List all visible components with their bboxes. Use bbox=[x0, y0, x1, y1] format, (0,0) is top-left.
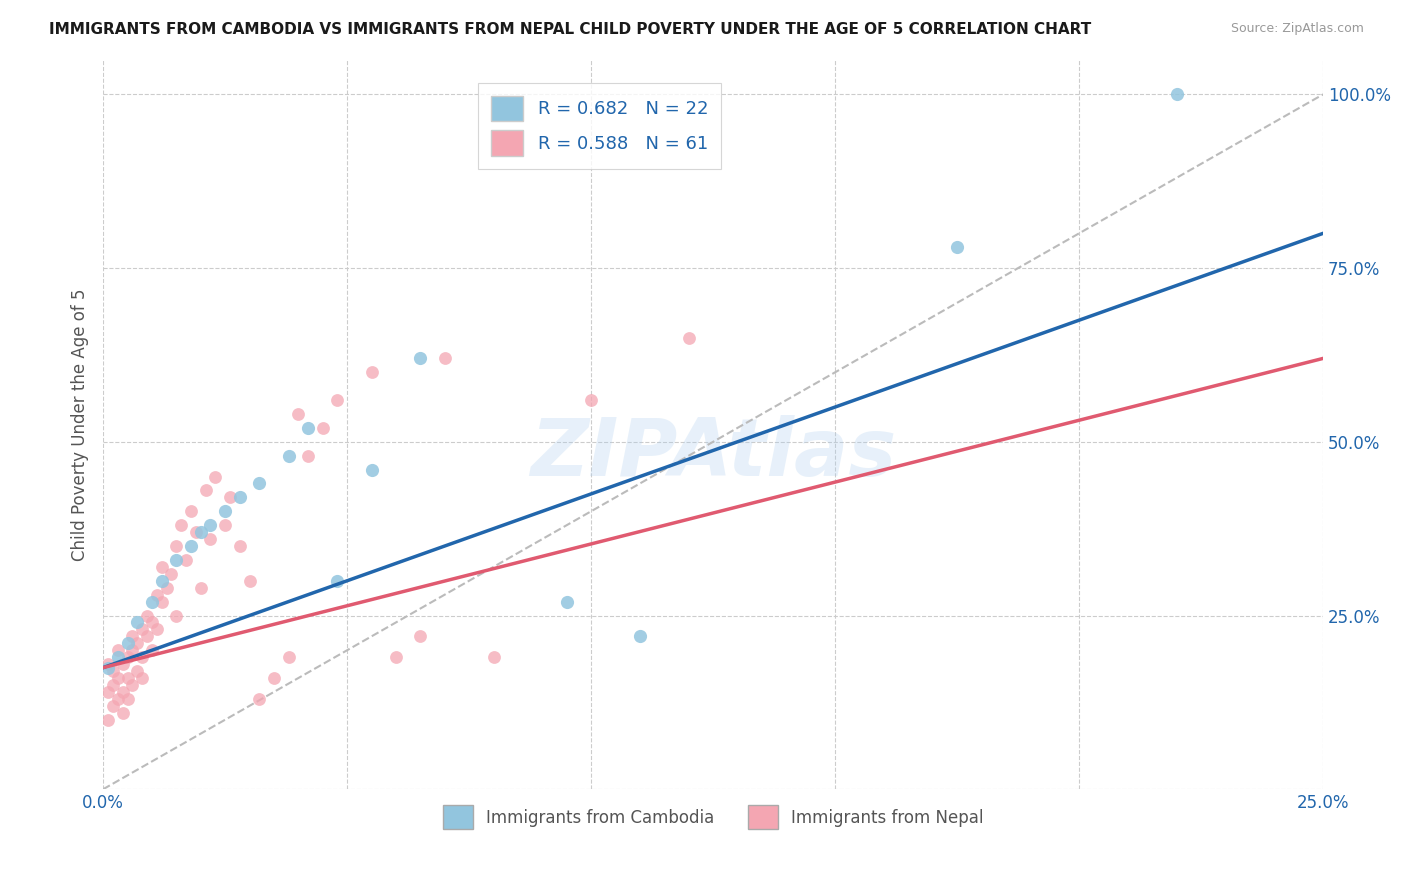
Text: IMMIGRANTS FROM CAMBODIA VS IMMIGRANTS FROM NEPAL CHILD POVERTY UNDER THE AGE OF: IMMIGRANTS FROM CAMBODIA VS IMMIGRANTS F… bbox=[49, 22, 1091, 37]
Point bbox=[155, 581, 177, 595]
Point bbox=[219, 491, 242, 505]
Point bbox=[165, 608, 187, 623]
Point bbox=[555, 594, 578, 608]
Point bbox=[287, 407, 309, 421]
Point bbox=[131, 650, 153, 665]
Point bbox=[238, 574, 260, 588]
Point bbox=[180, 504, 202, 518]
Point bbox=[200, 518, 222, 533]
Point bbox=[150, 559, 173, 574]
Point bbox=[117, 671, 139, 685]
Point bbox=[150, 594, 173, 608]
Point bbox=[277, 650, 299, 665]
Point bbox=[184, 525, 207, 540]
Point bbox=[263, 671, 285, 685]
Point bbox=[229, 491, 252, 505]
Point bbox=[312, 421, 335, 435]
Point bbox=[121, 678, 143, 692]
Point bbox=[121, 629, 143, 643]
Point bbox=[141, 643, 163, 657]
Text: Source: ZipAtlas.com: Source: ZipAtlas.com bbox=[1230, 22, 1364, 36]
Y-axis label: Child Poverty Under the Age of 5: Child Poverty Under the Age of 5 bbox=[72, 288, 89, 561]
Point bbox=[180, 539, 202, 553]
Point bbox=[107, 643, 129, 657]
Point bbox=[101, 678, 124, 692]
Point bbox=[1166, 87, 1188, 102]
Point bbox=[127, 636, 149, 650]
Point bbox=[146, 588, 169, 602]
Point bbox=[170, 518, 193, 533]
Point bbox=[136, 629, 159, 643]
Point bbox=[117, 636, 139, 650]
Point bbox=[117, 650, 139, 665]
Point bbox=[326, 574, 349, 588]
Point bbox=[97, 657, 120, 672]
Point bbox=[111, 706, 134, 720]
Point bbox=[433, 351, 456, 366]
Point bbox=[107, 671, 129, 685]
Point bbox=[174, 553, 197, 567]
Point bbox=[107, 650, 129, 665]
Point bbox=[141, 594, 163, 608]
Point bbox=[297, 449, 319, 463]
Point bbox=[482, 650, 505, 665]
Point bbox=[127, 615, 149, 630]
Point bbox=[97, 660, 120, 674]
Point bbox=[111, 657, 134, 672]
Point bbox=[194, 483, 217, 498]
Point bbox=[165, 553, 187, 567]
Point bbox=[117, 692, 139, 706]
Point bbox=[121, 643, 143, 657]
Point bbox=[409, 351, 432, 366]
Point bbox=[628, 629, 651, 643]
Point bbox=[150, 574, 173, 588]
Point bbox=[360, 462, 382, 476]
Point bbox=[127, 664, 149, 678]
Point bbox=[214, 518, 236, 533]
Point bbox=[247, 476, 270, 491]
Point bbox=[160, 566, 183, 581]
Point bbox=[131, 623, 153, 637]
Point bbox=[165, 539, 187, 553]
Point bbox=[204, 469, 226, 483]
Point bbox=[107, 692, 129, 706]
Point bbox=[146, 623, 169, 637]
Point bbox=[946, 240, 969, 254]
Point bbox=[579, 393, 602, 408]
Point bbox=[247, 692, 270, 706]
Point bbox=[141, 615, 163, 630]
Point bbox=[190, 581, 212, 595]
Point bbox=[229, 539, 252, 553]
Text: ZIPAtlas: ZIPAtlas bbox=[530, 415, 896, 492]
Legend: Immigrants from Cambodia, Immigrants from Nepal: Immigrants from Cambodia, Immigrants fro… bbox=[436, 798, 990, 836]
Point bbox=[97, 685, 120, 699]
Point bbox=[297, 421, 319, 435]
Point bbox=[131, 671, 153, 685]
Point bbox=[101, 664, 124, 678]
Point bbox=[111, 685, 134, 699]
Point bbox=[190, 525, 212, 540]
Point bbox=[385, 650, 408, 665]
Point bbox=[360, 365, 382, 379]
Point bbox=[277, 449, 299, 463]
Point bbox=[678, 330, 700, 344]
Point bbox=[409, 629, 432, 643]
Point bbox=[136, 608, 159, 623]
Point bbox=[101, 698, 124, 713]
Point bbox=[200, 532, 222, 546]
Point bbox=[326, 393, 349, 408]
Point bbox=[214, 504, 236, 518]
Point bbox=[97, 713, 120, 727]
